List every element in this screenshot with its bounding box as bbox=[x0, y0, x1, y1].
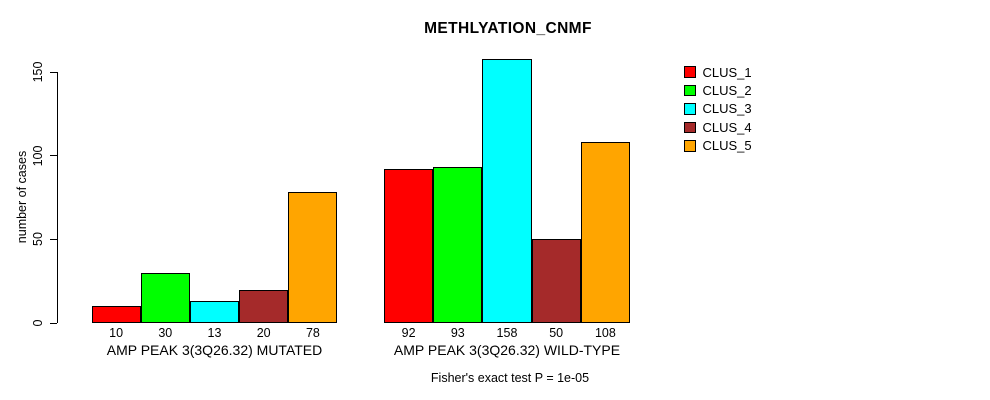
legend-swatch bbox=[684, 66, 696, 78]
legend-swatch bbox=[684, 121, 696, 134]
legend-item-clus_2: CLUS_2 bbox=[684, 81, 752, 99]
y-tick-label: 100 bbox=[31, 145, 45, 167]
legend-swatch bbox=[684, 140, 696, 152]
legend-label: CLUS_4 bbox=[702, 119, 752, 135]
bar-value-label: 108 bbox=[594, 326, 616, 340]
legend-label: CLUS_1 bbox=[702, 64, 752, 80]
legend-label: CLUS_5 bbox=[702, 138, 752, 154]
bar-clus_1-group1 bbox=[91, 306, 141, 323]
bar-value-label: 78 bbox=[305, 326, 320, 340]
bar-clus_2-group2 bbox=[433, 167, 483, 323]
legend-label: CLUS_3 bbox=[702, 101, 752, 117]
bar-value-label: 13 bbox=[207, 326, 222, 340]
bar-value-label: 158 bbox=[496, 326, 518, 340]
group-label-mutated: AMP PEAK 3(3Q26.32) MUTATED bbox=[106, 342, 323, 358]
bar-clus_2-group1 bbox=[140, 272, 190, 323]
y-tick-mark bbox=[50, 322, 57, 324]
y-tick-label: 50 bbox=[31, 232, 45, 247]
legend-item-clus_4: CLUS_4 bbox=[684, 118, 752, 136]
y-axis-line bbox=[57, 72, 58, 323]
legend-item-clus_3: CLUS_3 bbox=[684, 100, 752, 118]
legend-swatch bbox=[684, 103, 696, 115]
group-label-wildtype: AMP PEAK 3(3Q26.32) WILD-TYPE bbox=[393, 342, 621, 358]
legend-label: CLUS_2 bbox=[702, 83, 752, 99]
bar-value-label: 93 bbox=[450, 326, 465, 340]
bar-value-label: 50 bbox=[549, 326, 564, 340]
bar-clus_1-group2 bbox=[384, 169, 434, 323]
bar-value-label: 20 bbox=[256, 326, 271, 340]
bar-value-label: 92 bbox=[401, 326, 416, 340]
legend-item-clus_1: CLUS_1 bbox=[684, 63, 752, 81]
y-tick-label: 150 bbox=[31, 61, 45, 83]
y-tick-label: 0 bbox=[31, 319, 45, 327]
legend-swatch bbox=[684, 84, 696, 97]
bar-value-label: 10 bbox=[109, 326, 124, 340]
y-tick-mark bbox=[50, 238, 57, 240]
y-tick-mark bbox=[50, 71, 57, 73]
bar-value-label: 30 bbox=[158, 326, 173, 340]
fisher-test-caption: Fisher's exact test P = 1e-05 bbox=[430, 371, 590, 385]
legend: CLUS_1 CLUS_2 CLUS_3 CLUS_4 CLUS_5 bbox=[684, 63, 752, 155]
bar-clus_4-group1 bbox=[239, 289, 289, 323]
bar-clus_5-group1 bbox=[288, 192, 338, 323]
chart-title: METHLYATION_CNMF bbox=[424, 20, 592, 37]
y-axis-label: number of cases bbox=[15, 150, 29, 244]
bar-clus_3-group2 bbox=[482, 58, 532, 323]
legend-item-clus_5: CLUS_5 bbox=[684, 137, 752, 155]
y-tick-mark bbox=[50, 155, 57, 157]
bar-clus_4-group2 bbox=[531, 239, 581, 323]
bar-clus_3-group1 bbox=[189, 301, 240, 323]
bar-clus_5-group2 bbox=[580, 142, 630, 323]
